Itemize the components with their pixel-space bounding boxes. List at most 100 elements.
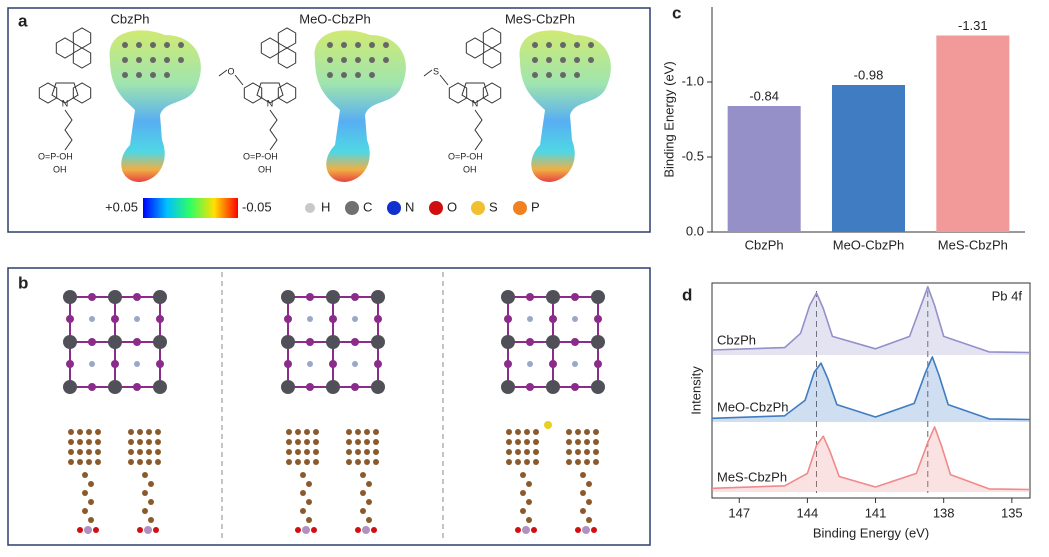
- atom-label: N: [267, 98, 274, 108]
- c-atom: [373, 459, 379, 465]
- c-atom: [300, 490, 306, 496]
- c-atom: [137, 429, 143, 435]
- pb-atom: [546, 290, 560, 304]
- c-atom: [526, 499, 532, 505]
- pb-atom: [281, 290, 295, 304]
- atom: [136, 42, 142, 48]
- ma-cation: [89, 316, 95, 322]
- atom-label: N: [472, 98, 479, 108]
- atom: [574, 72, 580, 78]
- pb-atom: [108, 335, 122, 349]
- pb-atom: [326, 380, 340, 394]
- c-atom: [515, 459, 521, 465]
- pb-atom: [326, 335, 340, 349]
- pb-atom: [63, 380, 77, 394]
- c-atom: [584, 459, 590, 465]
- i-atom: [66, 315, 74, 323]
- atom: [546, 57, 552, 63]
- atom: [369, 57, 375, 63]
- c-atom: [142, 472, 148, 478]
- panel-a-frame: [7, 7, 651, 233]
- i-atom: [329, 360, 337, 368]
- c-atom: [593, 459, 599, 465]
- pentagon: [51, 82, 79, 104]
- c-atom: [524, 459, 530, 465]
- atom: [560, 57, 566, 63]
- c-atom: [300, 472, 306, 478]
- c-atom: [77, 459, 83, 465]
- atom: [355, 72, 361, 78]
- c-atom: [148, 499, 154, 505]
- c-atom: [520, 508, 526, 514]
- atom: [355, 42, 361, 48]
- c-atom: [346, 459, 352, 465]
- i-atom: [88, 338, 96, 346]
- atom-label: OH: [53, 164, 67, 174]
- c-atom: [295, 449, 301, 455]
- ma-cation: [572, 361, 578, 367]
- atom: [178, 57, 184, 63]
- bond: [218, 69, 228, 77]
- c-atom: [366, 481, 372, 487]
- c-atom: [95, 439, 101, 445]
- c-atom: [304, 459, 310, 465]
- c-atom: [364, 449, 370, 455]
- atom: [574, 57, 580, 63]
- bar: [831, 85, 906, 232]
- atom-legend-swatch: [345, 201, 359, 215]
- atom: [327, 42, 333, 48]
- atom: [341, 42, 347, 48]
- c-atom: [515, 439, 521, 445]
- atom: [560, 72, 566, 78]
- ma-cation: [134, 316, 140, 322]
- ma-cation: [352, 361, 358, 367]
- atom: [546, 42, 552, 48]
- c-atom: [360, 490, 366, 496]
- y-tick-label: -0.5: [682, 148, 704, 163]
- pb-atom: [108, 290, 122, 304]
- c-atom: [295, 429, 301, 435]
- ring: [260, 37, 280, 59]
- o-atom: [591, 527, 597, 533]
- ma-cation: [89, 361, 95, 367]
- c-atom: [300, 508, 306, 514]
- bond: [423, 69, 433, 77]
- c-atom: [86, 449, 92, 455]
- ring: [277, 27, 297, 49]
- atom-legend-swatch: [513, 201, 527, 215]
- pentagon: [256, 82, 284, 104]
- i-atom: [351, 338, 359, 346]
- atom: [178, 42, 184, 48]
- pb-atom: [371, 380, 385, 394]
- c-atom: [128, 429, 134, 435]
- atom-legend-swatch: [387, 201, 401, 215]
- o-atom: [515, 527, 521, 533]
- atom-legend-label: S: [489, 199, 498, 214]
- i-atom: [156, 360, 164, 368]
- c-atom: [584, 449, 590, 455]
- p-atom: [84, 526, 92, 534]
- i-atom: [374, 360, 382, 368]
- c-atom: [68, 429, 74, 435]
- i-atom: [526, 338, 534, 346]
- bar-value-label: -1.31: [958, 18, 988, 33]
- c-atom: [95, 459, 101, 465]
- atom: [341, 72, 347, 78]
- i-atom: [571, 293, 579, 301]
- ring: [465, 37, 485, 59]
- pb-atom: [108, 380, 122, 394]
- i-atom: [504, 315, 512, 323]
- pb-atom: [153, 335, 167, 349]
- c-atom: [146, 439, 152, 445]
- c-atom: [575, 439, 581, 445]
- atom: [532, 72, 538, 78]
- c-atom: [306, 481, 312, 487]
- ring: [55, 37, 75, 59]
- ring: [38, 82, 58, 104]
- atom: [164, 72, 170, 78]
- c-atom: [586, 499, 592, 505]
- panel-label: b: [18, 273, 28, 292]
- ma-cation: [307, 361, 313, 367]
- i-atom: [504, 360, 512, 368]
- c-atom: [295, 459, 301, 465]
